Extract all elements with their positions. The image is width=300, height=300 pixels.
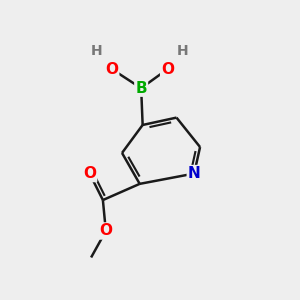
- Text: O: O: [161, 61, 174, 76]
- Text: B: B: [135, 81, 147, 96]
- Text: N: N: [188, 166, 200, 181]
- Text: H: H: [177, 44, 188, 58]
- Text: O: O: [105, 61, 118, 76]
- Text: O: O: [99, 224, 112, 238]
- Text: O: O: [83, 166, 96, 181]
- Text: H: H: [91, 44, 103, 58]
